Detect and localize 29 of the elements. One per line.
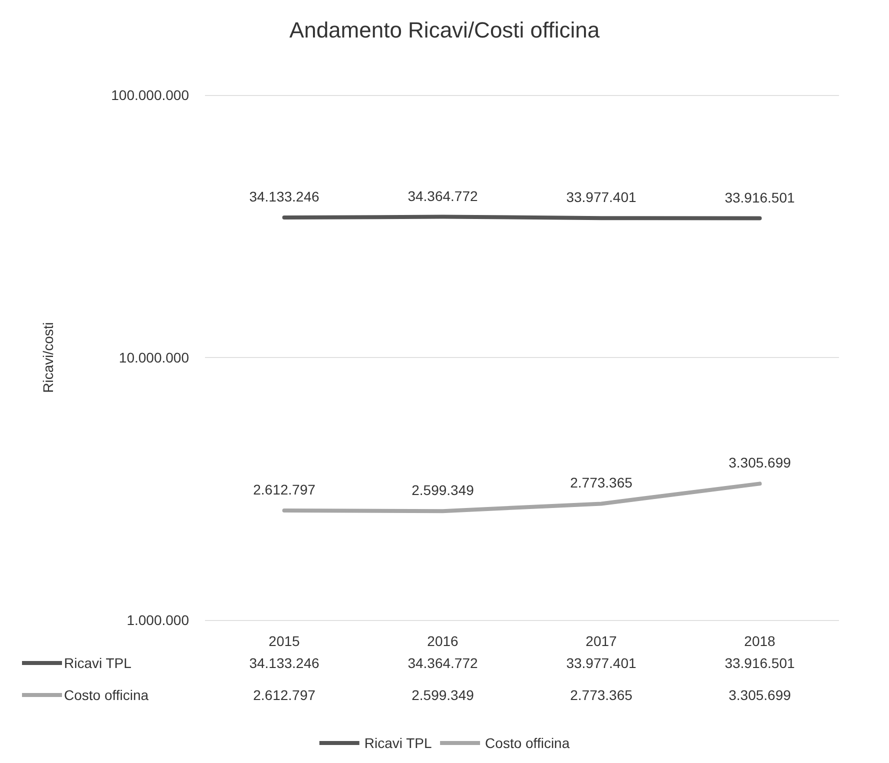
y-tick-label: 10.000.000 (118, 350, 190, 366)
y-axis-title: Ricavi/costi (40, 322, 56, 393)
y-tick-label: 100.000.000 (111, 87, 190, 103)
x-tick-label: 2016 (427, 633, 459, 649)
data-label: 33.916.501 (724, 655, 795, 671)
data-label: 2.599.349 (412, 687, 474, 703)
text: 34.133.246 (249, 188, 320, 205)
x-tick-label: 2015 (268, 633, 300, 649)
x-tick-label: 2017 (586, 633, 618, 649)
text: 34.364.772 (408, 188, 478, 204)
data-label: 34.133.246 (249, 655, 320, 671)
data-label: 34.364.772 (408, 655, 478, 671)
legend-label: Costo officina (64, 687, 149, 703)
text: 2.612.797 (253, 482, 316, 498)
y-tick-label: 1.000.000 (126, 612, 190, 628)
data-label: 2.773.365 (570, 687, 633, 703)
text: 3.305.699 (728, 454, 791, 471)
legend-label: Ricavi TPL (64, 655, 132, 671)
text: 33.916.501 (724, 189, 795, 206)
text: 2.599.349 (412, 482, 474, 498)
chart-title: Andamento Ricavi/Costi officina (289, 18, 600, 42)
data-label: 33.977.401 (566, 655, 636, 671)
data-label: 2.612.797 (253, 687, 316, 703)
text: 2.773.365 (570, 474, 632, 491)
text: Ricavi TPL (364, 735, 432, 751)
x-tick-label: 2018 (744, 633, 776, 649)
text: Costo officina (485, 735, 570, 751)
text: 33.977.401 (566, 189, 636, 206)
data-label: 3.305.699 (728, 687, 792, 703)
